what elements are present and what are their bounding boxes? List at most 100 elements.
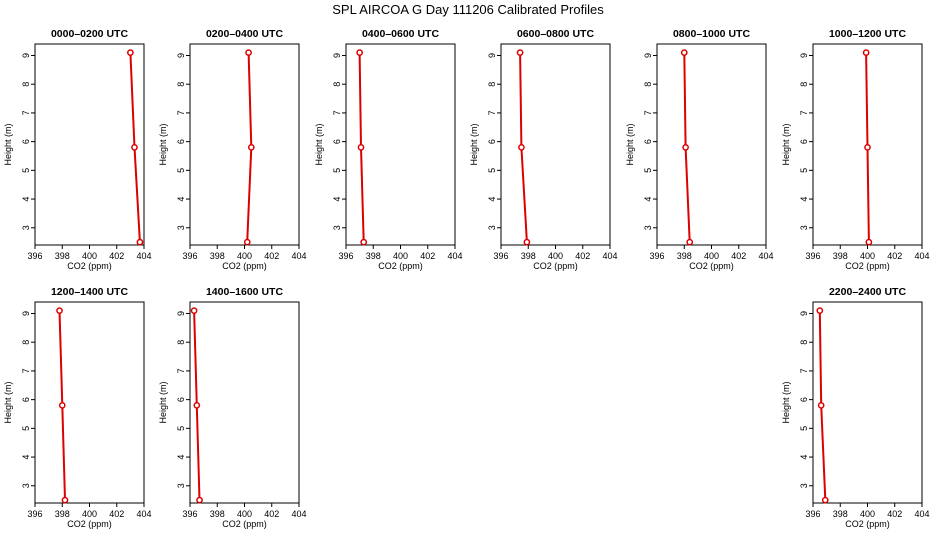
x-tick-label: 396: [182, 509, 197, 519]
y-tick-label: 4: [799, 197, 809, 202]
y-tick-label: 3: [176, 225, 186, 230]
data-point: [821, 496, 829, 504]
y-tick-label: 7: [21, 110, 31, 115]
y-tick-label: 9: [21, 311, 31, 316]
data-point: [864, 144, 871, 151]
panel-title: 0600–0800 UTC: [517, 28, 594, 40]
x-tick-label: 398: [521, 251, 536, 261]
panel-title: 2200–2400 UTC: [829, 286, 906, 298]
y-tick-label: 8: [643, 82, 653, 87]
y-tick-label: 7: [332, 110, 342, 115]
data-point: [360, 238, 368, 246]
x-tick-label: 404: [758, 251, 773, 261]
x-tick-label: 398: [833, 251, 848, 261]
page-title: SPL AIRCOA G Day 111206 Calibrated Profi…: [332, 2, 604, 17]
profile-panel-2: 0200–0400 UTC 396 398 400 402 404 CO2 (ppm) 3 4 5…: [158, 28, 307, 271]
y-tick-label: 9: [487, 53, 497, 58]
panel-title: 0200–0400 UTC: [206, 28, 283, 40]
x-tick-label: 402: [575, 251, 590, 261]
y-tick-label: 7: [643, 110, 653, 115]
plot-frame: [34, 301, 145, 504]
y-tick-label: 6: [21, 139, 31, 144]
y-tick-label: 7: [487, 110, 497, 115]
y-axis-label: Height (m): [314, 123, 324, 165]
y-tick-label: 6: [176, 397, 186, 402]
profile-panel-1: 0000–0200 UTC 396 398 400 402 404 CO2 (ppm) 3 4 5…: [3, 28, 152, 271]
y-tick-label: 6: [176, 139, 186, 144]
x-tick-label: 404: [291, 251, 306, 261]
y-tick-label: 3: [643, 225, 653, 230]
data-point: [357, 144, 365, 151]
y-tick-label: 3: [487, 225, 497, 230]
y-tick-label: 3: [21, 225, 31, 230]
plot-frame: [812, 301, 923, 504]
data-point: [865, 238, 873, 246]
y-tick-label: 8: [487, 82, 497, 87]
panel-title: 0400–0600 UTC: [362, 28, 439, 40]
x-axis-label: CO2 (ppm): [222, 519, 267, 529]
data-point: [862, 49, 870, 56]
x-tick-label: 398: [210, 509, 225, 519]
x-tick-label: 404: [914, 251, 929, 261]
data-point: [516, 49, 524, 56]
x-tick-label: 398: [833, 509, 848, 519]
profile-panel-4: 0600–0800 UTC 396 398 400 402 404 CO2 (ppm) 3 4 5…: [469, 28, 618, 271]
data-point: [127, 49, 134, 56]
y-tick-label: 8: [799, 340, 809, 345]
x-tick-label: 396: [805, 509, 820, 519]
profile-panel-5: 0800–1000 UTC 396 398 400 402 404 CO2 (ppm) 3 4 5…: [625, 28, 774, 271]
panel-title: 1200–1400 UTC: [51, 286, 128, 298]
profile-panel-3: 0400–0600 UTC 396 398 400 402 404 CO2 (ppm) 3 4 5…: [314, 28, 463, 271]
y-tick-label: 4: [21, 455, 31, 460]
data-point: [816, 307, 824, 314]
y-tick-label: 5: [332, 168, 342, 173]
y-tick-label: 4: [21, 197, 31, 202]
y-axis-label: Height (m): [158, 381, 168, 423]
x-tick-label: 402: [109, 509, 124, 519]
x-tick-label: 400: [548, 251, 563, 261]
panel-title: 1400–1600 UTC: [206, 286, 283, 298]
y-tick-label: 7: [21, 368, 31, 373]
panel-title: 1000–1200 UTC: [829, 28, 906, 40]
y-tick-label: 9: [799, 311, 809, 316]
data-point: [247, 144, 255, 151]
y-axis-label: Height (m): [3, 381, 13, 423]
data-point: [131, 144, 138, 151]
x-axis-label: CO2 (ppm): [533, 261, 578, 271]
y-axis-label: Height (m): [3, 123, 13, 165]
data-point: [682, 144, 689, 151]
x-tick-label: 404: [291, 509, 306, 519]
data-point: [58, 402, 66, 409]
x-tick-label: 402: [109, 251, 124, 261]
x-tick-label: 398: [55, 509, 70, 519]
plot-frame: [656, 43, 767, 246]
x-tick-label: 400: [860, 251, 875, 261]
x-tick-label: 400: [82, 509, 97, 519]
y-tick-label: 6: [643, 139, 653, 144]
y-tick-label: 4: [799, 455, 809, 460]
y-axis-label: Height (m): [625, 123, 635, 165]
y-tick-label: 3: [21, 483, 31, 488]
profile-panel-8: 1400–1600 UTC 396 398 400 402 404 CO2 (ppm) 3 4 5…: [158, 286, 307, 529]
profile-panel-7: 1200–1400 UTC 396 398 400 402 404 CO2 (ppm) 3 4 5…: [3, 286, 152, 529]
plot-frame: [500, 43, 611, 246]
x-tick-label: 398: [366, 251, 381, 261]
panel-title: 0800–1000 UTC: [673, 28, 750, 40]
plot-frame: [189, 301, 300, 504]
y-tick-label: 4: [332, 197, 342, 202]
y-tick-label: 7: [176, 110, 186, 115]
y-tick-label: 3: [799, 225, 809, 230]
x-tick-label: 404: [914, 509, 929, 519]
x-tick-label: 400: [393, 251, 408, 261]
profile-panel-6: 1000–1200 UTC 396 398 400 402 404 CO2 (ppm) 3 4 5…: [781, 28, 930, 271]
x-tick-label: 400: [237, 509, 252, 519]
x-tick-label: 400: [704, 251, 719, 261]
x-tick-label: 402: [887, 251, 902, 261]
data-point: [56, 307, 63, 314]
x-tick-label: 402: [887, 509, 902, 519]
data-point: [136, 238, 144, 246]
x-tick-label: 404: [136, 509, 151, 519]
x-axis-label: CO2 (ppm): [845, 519, 890, 529]
x-tick-label: 402: [420, 251, 435, 261]
